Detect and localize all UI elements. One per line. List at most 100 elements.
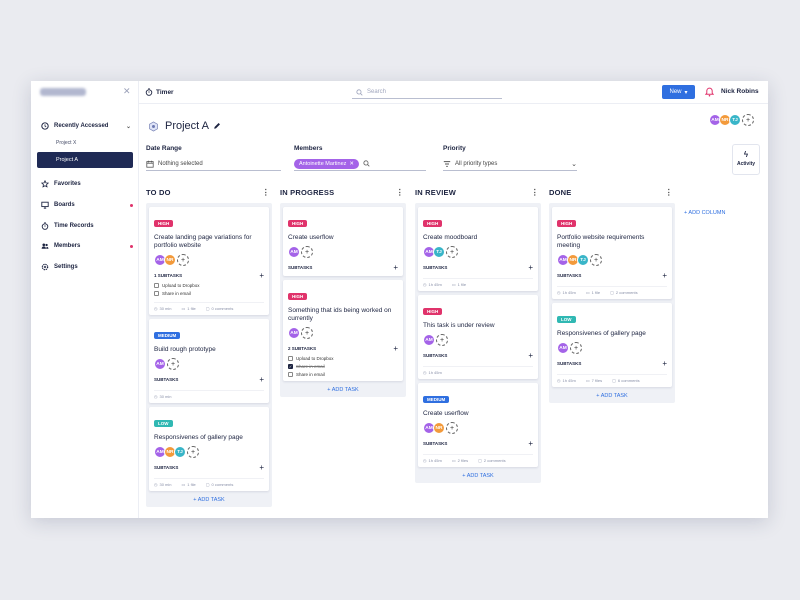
more-options-icon[interactable]: ⋮ (664, 188, 673, 197)
avatar[interactable]: NR (433, 422, 445, 434)
search-input[interactable]: Search (352, 86, 502, 99)
task-card[interactable]: HIGH Create landing page variations for p… (149, 207, 269, 315)
add-assignee-button[interactable]: + (167, 358, 179, 370)
avatar[interactable]: TJ (433, 246, 445, 258)
add-subtask-button[interactable]: + (528, 351, 533, 360)
add-member-button[interactable]: + (742, 114, 754, 126)
meta-value: 1h 45m (562, 378, 576, 383)
close-icon[interactable]: ✕ (349, 160, 354, 167)
avatar[interactable]: TJ (729, 114, 741, 126)
task-card[interactable]: HIGH Create moodboard AM TJ + SUBTASKS + ◷ 1h 45… (418, 207, 538, 291)
add-assignee-button[interactable]: + (570, 342, 582, 354)
add-subtask-button[interactable]: + (259, 463, 264, 472)
add-assignee-button[interactable]: + (301, 327, 313, 339)
task-card[interactable]: HIGH Create userflow AM + SUBTASKS + (283, 207, 403, 276)
task-card[interactable]: LOW Responsivenes of gallery page AM NR TJ + S… (149, 407, 269, 491)
user-name[interactable]: Nick Robins (721, 88, 759, 95)
avatar[interactable]: AM (288, 246, 300, 258)
sidebar-item-time-records[interactable]: Time Records (41, 222, 133, 230)
date-range-field[interactable]: Nothing selected (146, 157, 281, 171)
bell-icon[interactable] (705, 87, 714, 97)
add-subtask-button[interactable]: + (528, 439, 533, 448)
close-icon[interactable]: ✕ (123, 86, 131, 96)
activity-button[interactable]: ϟ Activity (732, 144, 760, 175)
priority-select[interactable]: All priority types ⌄ (443, 157, 577, 171)
avatar[interactable]: AM (557, 342, 569, 354)
task-title[interactable]: Create userflow (288, 234, 334, 241)
task-card[interactable]: HIGH This task is under review AM + SUBTASKS… (418, 295, 538, 379)
column-body: HIGH Create landing page variations for p… (146, 203, 272, 507)
sidebar-item-boards[interactable]: Boards (41, 201, 133, 209)
task-card[interactable]: HIGH Something that ids being worked on c… (283, 280, 403, 381)
members-field[interactable]: Antoinette Martinez ✕ (294, 157, 426, 171)
task-card[interactable]: MEDIUM Create userflow AM NR + SUBTASKS + ◷ 1h 4… (418, 383, 538, 467)
sidebar-item-settings[interactable]: Settings (41, 263, 133, 271)
avatar[interactable]: NR (164, 254, 176, 266)
task-title[interactable]: Something that ids being worked on curre… (288, 307, 392, 322)
add-subtask-button[interactable]: + (393, 344, 398, 353)
subtask-item[interactable]: Share in email (154, 291, 264, 296)
subtask-item[interactable]: Upload to Dropbox (154, 283, 264, 288)
meta-item: ◷ 30 min (154, 482, 172, 487)
search-icon[interactable] (363, 160, 370, 167)
member-chip[interactable]: Antoinette Martinez ✕ (294, 158, 359, 169)
add-assignee-button[interactable]: + (436, 334, 448, 346)
task-title[interactable]: Responsivenes of gallery page (557, 330, 646, 337)
task-title[interactable]: Responsivenes of gallery page (154, 434, 243, 441)
more-options-icon[interactable]: ⋮ (395, 188, 404, 197)
subtask-item[interactable]: ✓ Share in email (288, 364, 398, 369)
add-subtask-button[interactable]: + (662, 271, 667, 280)
add-subtask-button[interactable]: + (393, 263, 398, 272)
checkbox[interactable] (288, 372, 293, 377)
add-subtask-button[interactable]: + (259, 375, 264, 384)
add-assignee-button[interactable]: + (301, 246, 313, 258)
task-card[interactable]: MEDIUM Build rough prototype AM + SUBTASKS + ◷… (149, 319, 269, 403)
add-subtask-button[interactable]: + (528, 263, 533, 272)
checkbox[interactable] (154, 283, 159, 288)
task-title[interactable]: This task is under review (423, 322, 495, 329)
sidebar-item-members[interactable]: Members (41, 242, 133, 250)
add-assignee-button[interactable]: + (446, 246, 458, 258)
add-task-button[interactable]: + ADD TASK (193, 497, 225, 503)
checkbox[interactable] (288, 356, 293, 361)
sidebar-item-recently-accessed[interactable]: Recently Accessed ⌄ (41, 122, 133, 130)
avatar[interactable]: AM (423, 334, 435, 346)
pencil-icon[interactable] (213, 122, 221, 130)
sidebar-project-x[interactable]: Project X (56, 140, 77, 146)
project-members: AM NR TJ + (709, 114, 754, 126)
sidebar-item-favorites[interactable]: Favorites (41, 180, 133, 188)
subtask-item[interactable]: Upload to Dropbox (288, 356, 398, 361)
add-task-button[interactable]: + ADD TASK (327, 387, 359, 393)
add-subtask-button[interactable]: + (662, 359, 667, 368)
task-title[interactable]: Portfolio website requirements meeting (557, 234, 645, 249)
add-column-button[interactable]: + ADD COLUMN (684, 210, 726, 216)
task-card[interactable]: LOW Responsivenes of gallery page AM + SUBTA… (552, 303, 672, 387)
add-subtask-button[interactable]: + (259, 271, 264, 280)
sidebar-project-a[interactable]: Project A (37, 152, 133, 168)
task-title[interactable]: Create moodboard (423, 234, 478, 241)
task-title[interactable]: Create landing page variations for portf… (154, 234, 252, 249)
more-options-icon[interactable]: ⋮ (530, 188, 539, 197)
avatar[interactable]: NR (567, 254, 579, 266)
add-assignee-button[interactable]: + (187, 446, 199, 458)
avatar[interactable]: AM (288, 327, 300, 339)
add-assignee-button[interactable]: + (446, 422, 458, 434)
chevron-down-icon[interactable]: ⌄ (125, 123, 131, 130)
add-task-button[interactable]: + ADD TASK (462, 473, 494, 479)
task-card[interactable]: HIGH Portfolio website requirements meeti… (552, 207, 672, 299)
checkbox[interactable] (154, 291, 159, 296)
add-assignee-button[interactable]: + (590, 254, 602, 266)
new-button[interactable]: New ▾ (662, 85, 695, 99)
task-title[interactable]: Create userflow (423, 410, 469, 417)
priority-badge: HIGH (154, 220, 174, 227)
add-assignee-button[interactable]: + (177, 254, 189, 266)
add-task-button[interactable]: + ADD TASK (596, 393, 628, 399)
checkbox[interactable]: ✓ (288, 364, 293, 369)
timer-button[interactable]: Timer (145, 88, 174, 96)
avatar[interactable]: AM (154, 358, 166, 370)
avatar[interactable]: TJ (174, 446, 186, 458)
more-options-icon[interactable]: ⋮ (261, 188, 270, 197)
avatar[interactable]: TJ (577, 254, 589, 266)
task-title[interactable]: Build rough prototype (154, 346, 216, 353)
subtask-item[interactable]: Share in email (288, 372, 398, 377)
